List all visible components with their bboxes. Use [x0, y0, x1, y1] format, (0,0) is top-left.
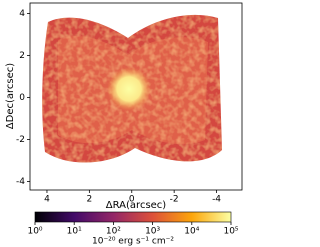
- x-tick-label: -2: [170, 195, 179, 205]
- y-tick-label: 4: [19, 9, 25, 19]
- y-tick-label: 0: [19, 93, 25, 103]
- y-tick-label: -4: [16, 177, 25, 187]
- y-tick-label: -2: [16, 135, 25, 145]
- colorbar-tick-label: 10²: [106, 227, 121, 237]
- x-tick-label: -4: [212, 195, 221, 205]
- colorbar-tick-label: 10³: [145, 227, 160, 237]
- colorbar-tick-label: 10⁰: [27, 227, 42, 237]
- colorbar: [34, 211, 232, 223]
- plot-frame: [29, 2, 243, 191]
- x-tick-label: 2: [86, 195, 92, 205]
- x-axis-label: ΔRA(arcsec): [106, 200, 167, 211]
- y-tick-label: 2: [19, 51, 25, 61]
- colorbar-tick-label: 10⁴: [184, 227, 199, 237]
- colorbar-tick-label: 10¹: [67, 227, 82, 237]
- y-axis-label: ΔDec(arcsec): [5, 63, 16, 129]
- bright-core: [107, 67, 151, 111]
- colorbar-tick-label: 10⁵: [223, 227, 238, 237]
- figure: ΔRA(arcsec) ΔDec(arcsec) 10⁻²⁰ erg s⁻¹ c…: [5, 2, 243, 247]
- x-tick-label: 4: [44, 195, 50, 205]
- x-tick-label: 0: [129, 195, 135, 205]
- colorbar-label: 10⁻²⁰ erg s⁻¹ cm⁻²: [92, 237, 174, 247]
